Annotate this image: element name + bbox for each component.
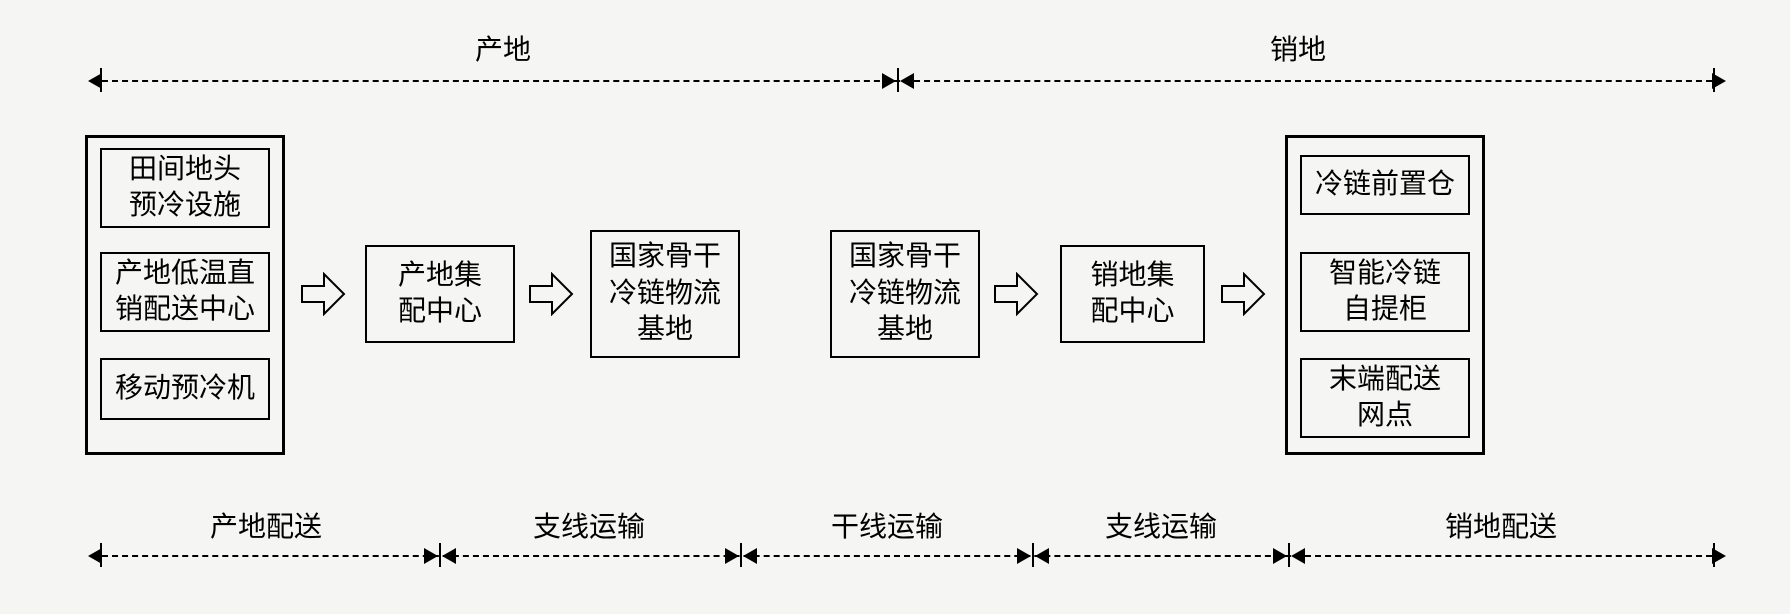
bt1-l bbox=[442, 548, 456, 564]
bottom-label-3: 支线运输 bbox=[1105, 505, 1217, 545]
top-dim-tick-end bbox=[1713, 68, 1715, 92]
node-national-base-2: 国家骨干冷链物流基地 bbox=[830, 230, 980, 358]
top-dim-mid-arrow-r bbox=[882, 73, 896, 89]
block-arrow-1 bbox=[528, 272, 574, 316]
bottom-label-0: 产地配送 bbox=[210, 505, 322, 545]
bt4-r bbox=[1273, 548, 1287, 564]
node-national-base-1-label: 国家骨干冷链物流基地 bbox=[609, 239, 721, 348]
left-item-1-label: 产地低温直销配送中心 bbox=[115, 256, 255, 329]
left-item-1: 产地低温直销配送中心 bbox=[100, 252, 270, 332]
node-national-base-2-label: 国家骨干冷链物流基地 bbox=[849, 239, 961, 348]
right-item-2: 末端配送网点 bbox=[1300, 358, 1470, 438]
bottom-tick-1 bbox=[439, 543, 441, 567]
right-item-0: 冷链前置仓 bbox=[1300, 155, 1470, 215]
node-origin-hub-label: 产地集配中心 bbox=[398, 258, 482, 331]
bottom-dim-line bbox=[102, 555, 1712, 557]
left-item-0: 田间地头预冷设施 bbox=[100, 148, 270, 228]
block-arrow-2 bbox=[993, 272, 1039, 316]
right-item-1: 智能冷链自提柜 bbox=[1300, 252, 1470, 332]
bt3-r bbox=[1017, 548, 1031, 564]
flow-diagram: 产地 销地 田间地头预冷设施 产地低温直销配送中心 移动预冷机 产地集配中心 国… bbox=[0, 0, 1790, 614]
left-item-2: 移动预冷机 bbox=[100, 358, 270, 420]
bottom-label-1: 支线运输 bbox=[533, 505, 645, 545]
top-label-dest: 销地 bbox=[1270, 28, 1326, 68]
bottom-tick-2 bbox=[740, 543, 742, 567]
bottom-tick-0 bbox=[100, 543, 102, 567]
right-item-2-label: 末端配送网点 bbox=[1329, 362, 1441, 435]
top-dim-mid-arrow-l bbox=[900, 73, 914, 89]
bt3-l bbox=[1035, 548, 1049, 564]
top-dim-tick-start bbox=[100, 68, 102, 92]
right-item-0-label: 冷链前置仓 bbox=[1315, 167, 1455, 203]
node-national-base-1: 国家骨干冷链物流基地 bbox=[590, 230, 740, 358]
node-origin-hub: 产地集配中心 bbox=[365, 245, 515, 343]
top-dim-tick-mid bbox=[897, 68, 899, 92]
bt2-l bbox=[743, 548, 757, 564]
bottom-tick-4 bbox=[1288, 543, 1290, 567]
node-dest-hub: 销地集配中心 bbox=[1060, 245, 1205, 343]
top-label-origin: 产地 bbox=[475, 28, 531, 68]
bottom-label-4: 销地配送 bbox=[1445, 505, 1557, 545]
block-arrow-3 bbox=[1220, 272, 1266, 316]
left-item-0-label: 田间地头预冷设施 bbox=[129, 152, 241, 225]
bottom-tick-5 bbox=[1713, 543, 1715, 567]
bt1-r bbox=[424, 548, 438, 564]
node-dest-hub-label: 销地集配中心 bbox=[1090, 258, 1174, 331]
left-item-2-label: 移动预冷机 bbox=[115, 371, 255, 407]
bt4-l bbox=[1291, 548, 1305, 564]
bt2-r bbox=[725, 548, 739, 564]
right-item-1-label: 智能冷链自提柜 bbox=[1329, 256, 1441, 329]
bottom-label-2: 干线运输 bbox=[831, 505, 943, 545]
block-arrow-0 bbox=[300, 272, 346, 316]
bottom-tick-3 bbox=[1032, 543, 1034, 567]
